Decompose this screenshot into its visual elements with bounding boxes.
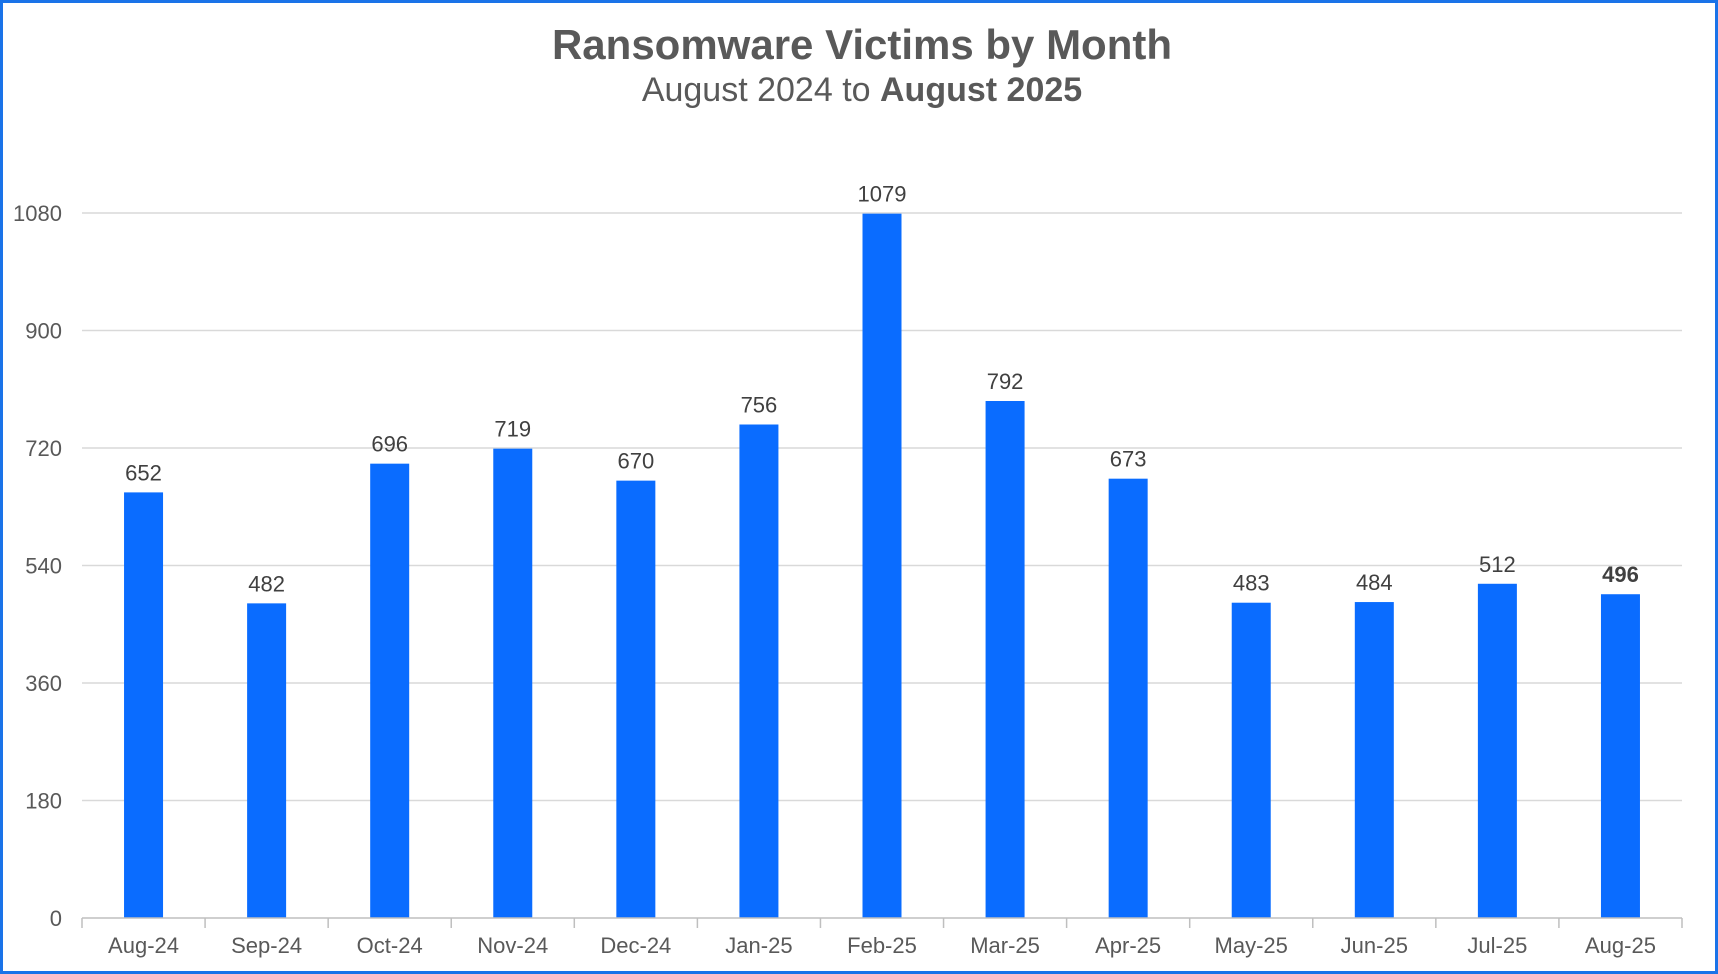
chart-subtitle: August 2024 to August 2025 — [3, 71, 1718, 110]
data-label: 719 — [494, 417, 531, 442]
x-tick-label: Nov-24 — [477, 933, 548, 958]
data-label: 512 — [1479, 552, 1516, 577]
data-label: 652 — [125, 460, 162, 485]
data-label: 496 — [1602, 562, 1639, 587]
data-label: 484 — [1356, 570, 1393, 595]
y-tick-label: 900 — [25, 319, 62, 344]
data-label: 1079 — [858, 182, 907, 207]
chart-title: Ransomware Victims by Month — [551, 21, 1173, 68]
data-label: 673 — [1110, 447, 1147, 472]
x-tick-label: Sep-24 — [231, 933, 302, 958]
x-tick-label: Aug-25 — [1585, 933, 1656, 958]
subtitle-plain: August 2024 to — [641, 71, 880, 109]
x-tick-label: Mar-25 — [970, 933, 1040, 958]
x-tick-label: Apr-25 — [1095, 933, 1161, 958]
y-tick-label: 1080 — [13, 201, 62, 226]
data-labels: 652 482 696 719 670 756 1079 792 673 483 484 512 496 — [125, 182, 1639, 597]
data-label: 482 — [248, 571, 285, 596]
subtitle-bold: August 2025 — [880, 71, 1083, 109]
data-label: 756 — [741, 393, 778, 418]
y-tick-label: 180 — [25, 789, 62, 814]
x-tick-label: Jun-25 — [1341, 933, 1408, 958]
bar — [985, 401, 1025, 918]
bar — [247, 603, 287, 918]
x-tick-label: Jul-25 — [1467, 933, 1527, 958]
bar — [1231, 602, 1271, 918]
y-tick-label: 0 — [50, 906, 62, 931]
y-tick-label: 540 — [25, 554, 62, 579]
x-tick-label: Dec-24 — [600, 933, 671, 958]
bars — [124, 213, 1640, 918]
x-tick-label: Aug-24 — [108, 933, 179, 958]
x-tick-label: May-25 — [1215, 933, 1288, 958]
data-label: 483 — [1233, 571, 1270, 596]
x-tick-label: Jan-25 — [725, 933, 792, 958]
axes: 0 180 360 540 720 900 1080 Aug-24 Sep-24 Oct-24 No… — [13, 201, 1683, 958]
bar — [124, 492, 164, 918]
bar — [493, 448, 533, 918]
y-tick-label: 720 — [25, 436, 62, 461]
x-tick-label: Oct-24 — [357, 933, 423, 958]
data-label: 696 — [371, 432, 408, 457]
bar — [862, 213, 902, 918]
y-tick-label: 360 — [25, 671, 62, 696]
bar — [739, 424, 779, 918]
bar — [1108, 478, 1148, 918]
data-label: 792 — [987, 369, 1024, 394]
x-tick-label: Feb-25 — [847, 933, 917, 958]
bar — [616, 480, 656, 918]
bar — [1354, 602, 1394, 918]
bar — [1600, 594, 1640, 918]
data-label: 670 — [617, 449, 654, 474]
bar — [370, 463, 410, 918]
bar — [1477, 583, 1517, 918]
